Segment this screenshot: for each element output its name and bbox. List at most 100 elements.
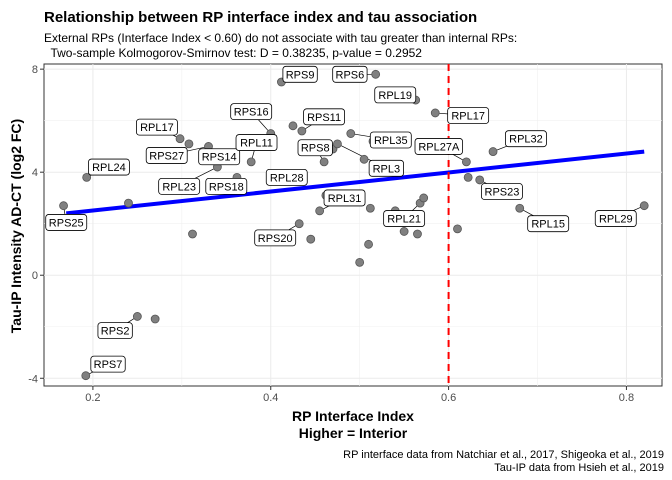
point-label-box xyxy=(158,177,201,195)
caption-line-1: RP interface data from Natchiar et al., … xyxy=(343,449,664,461)
point-label-box xyxy=(297,139,333,157)
data-point xyxy=(399,227,409,236)
point-label: RPL24 xyxy=(92,162,126,174)
data-point xyxy=(475,175,485,185)
data-point xyxy=(364,239,373,249)
point-label-box xyxy=(230,103,273,121)
axes: 0.2 0.4 0.6 0.8 -4 0 4 8 xyxy=(28,64,634,404)
point-label: RPL11 xyxy=(240,138,273,150)
data-point xyxy=(124,198,133,208)
caption-line-2: Tau-IP data from Hsieh et al., 2019 xyxy=(494,462,664,474)
point-label-box xyxy=(282,65,318,83)
data-point xyxy=(297,126,307,136)
point-labels: RPS25RPL24RPS2RPS7RPL17RPS27RPL23RPS14RP… xyxy=(45,65,637,373)
point-label-box xyxy=(136,118,178,136)
point-label: RPS9 xyxy=(286,69,315,81)
data-point xyxy=(319,157,329,167)
point-label-box xyxy=(369,131,412,149)
data-point xyxy=(333,139,342,149)
data-point xyxy=(639,201,649,211)
point-label: RPS2 xyxy=(101,326,130,338)
point-label: RPS20 xyxy=(258,233,293,245)
y-tick-label: 8 xyxy=(32,64,38,76)
point-label: RPL19 xyxy=(378,90,412,102)
x-tick-label: 0.2 xyxy=(85,392,100,404)
point-label: RPL23 xyxy=(162,181,196,193)
data-point xyxy=(488,147,498,156)
chart-title: Relationship between RP interface index … xyxy=(44,9,477,26)
data-point xyxy=(315,206,325,216)
point-label-box xyxy=(145,147,188,164)
point-label: RPL27A xyxy=(418,141,460,153)
data-point xyxy=(188,229,197,239)
chart-subtitle-line-2: Two-sample Kolmogorov-Smirnov test: D = … xyxy=(44,46,422,60)
point-label-box xyxy=(205,177,248,195)
data-point xyxy=(175,134,185,144)
data-point xyxy=(355,257,365,267)
data-point xyxy=(246,157,256,167)
point-label: RPS27 xyxy=(149,150,184,162)
point-label: RPL31 xyxy=(328,193,362,205)
point-label: RPS8 xyxy=(301,143,330,155)
data-point xyxy=(359,154,369,164)
point-label: RPL17 xyxy=(451,111,485,123)
data-point xyxy=(453,224,462,234)
data-point xyxy=(288,121,298,131)
point-label-box xyxy=(323,189,366,207)
data-point xyxy=(294,219,304,229)
point-label-box xyxy=(97,322,133,340)
point-label-box xyxy=(88,158,130,176)
point-label: RPS23 xyxy=(485,187,520,199)
point-label: RPS18 xyxy=(209,181,244,193)
point-label-box xyxy=(594,210,637,227)
data-point xyxy=(413,229,422,239)
point-label-box xyxy=(265,168,308,186)
point-label-box xyxy=(447,107,490,124)
data-point xyxy=(461,157,471,167)
point-label-box xyxy=(235,134,278,151)
data-point xyxy=(371,69,381,79)
plot-panel xyxy=(43,63,663,387)
point-label: RPL17 xyxy=(140,122,174,134)
point-label-box xyxy=(374,86,417,104)
point-label-box xyxy=(368,159,404,177)
point-label: RPS25 xyxy=(49,217,84,229)
x-axis-subtitle: Higher = Interior xyxy=(299,425,408,441)
point-label: RPL32 xyxy=(509,134,543,146)
data-point xyxy=(184,139,194,149)
point-label-box xyxy=(505,130,547,148)
point-label: RPL29 xyxy=(599,214,633,226)
data-point xyxy=(81,371,91,381)
data-point xyxy=(150,314,160,324)
point-label: RPS6 xyxy=(336,69,365,81)
y-tick-label: 0 xyxy=(32,270,38,282)
data-point xyxy=(59,201,68,211)
x-axis-title: RP Interface Index xyxy=(292,408,414,424)
data-point xyxy=(515,203,525,213)
point-label: RPL35 xyxy=(374,135,408,147)
x-tick-label: 0.8 xyxy=(619,392,634,404)
y-tick-label: -4 xyxy=(28,373,38,385)
point-label-box xyxy=(45,214,88,231)
point-label: RPS14 xyxy=(202,152,237,164)
point-label: RPS16 xyxy=(234,107,269,119)
y-axis-title: Tau-IP Intensity AD-CT (log2 FC) xyxy=(8,119,24,333)
data-point xyxy=(132,312,142,321)
point-label: RPS11 xyxy=(307,112,341,124)
point-label-box xyxy=(90,355,126,373)
point-label: RPL21 xyxy=(387,214,421,226)
data-point xyxy=(306,234,316,244)
point-label-box xyxy=(414,138,464,155)
x-tick-label: 0.6 xyxy=(441,392,456,404)
data-point xyxy=(82,172,92,182)
y-tick-label: 4 xyxy=(32,167,38,179)
trend-line-layer xyxy=(66,149,645,216)
point-label-box xyxy=(303,108,346,126)
data-point xyxy=(419,193,429,203)
point-label-box xyxy=(383,210,426,227)
point-label: RPL3 xyxy=(373,163,401,175)
data-point xyxy=(430,108,440,118)
point-label-box xyxy=(198,148,241,166)
data-point xyxy=(346,129,356,138)
